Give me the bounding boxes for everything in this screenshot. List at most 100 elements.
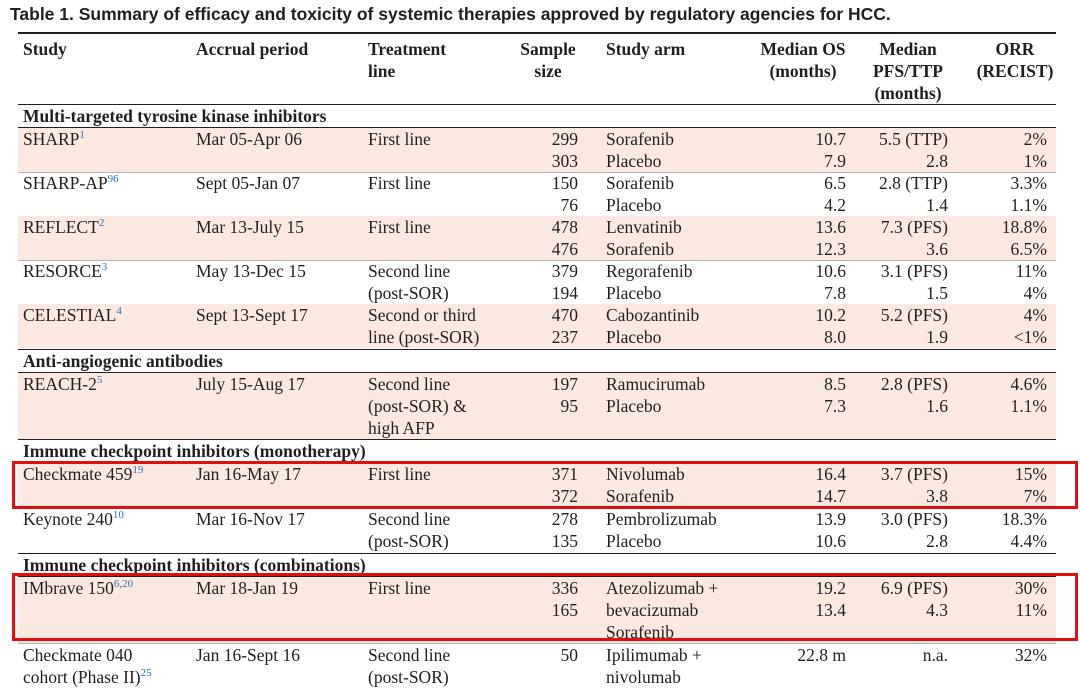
highlight-box-checkmate-459 [12,461,1078,509]
line-cell: Second line (post-SOR) [368,509,451,551]
os-cell: 10.7 7.9 [815,129,846,171]
sample-cell: 150 76 [551,173,578,215]
header-os: Median OS (months) [760,39,846,81]
reference-superscript[interactable]: 3 [101,261,108,274]
sample-cell: 278 135 [551,509,578,551]
line-cell: First line [368,217,431,237]
os-cell: 16.4 14.7 [815,464,846,506]
study-name: IMbrave 150 [23,578,114,598]
header-sample: Sample size [520,39,576,81]
line-cell: First line [368,129,431,149]
os-cell: 8.5 7.3 [824,374,846,416]
pfs-cell: 2.8 (TTP) 1.4 [878,173,948,215]
line-cell: Second line (post-SOR) [368,645,451,687]
arm-cell: Atezolizumab + bevacizumab Sorafenib [606,578,719,642]
section-rule [18,439,1056,440]
arm-cell: Lenvatinib Sorafenib [606,217,682,259]
accrual-cell: Mar 18-Jan 19 [196,578,299,598]
sample-cell: 371 372 [551,464,578,506]
accrual-cell: Mar 05-Apr 06 [196,129,302,149]
study-name: Checkmate 040 cohort (Phase II) [23,645,141,687]
accrual-cell: Jan 16-Sept 16 [196,645,301,665]
os-cell: 10.2 8.0 [815,305,846,347]
orr-cell: 4.6% 1.1% [1010,374,1047,416]
accrual-cell: July 15-Aug 17 [196,374,305,394]
study-name: Keynote 240 [23,509,113,529]
accrual-cell: Sept 05-Jan 07 [196,173,301,193]
accrual-cell: Jan 16-May 17 [196,464,301,484]
table-row: CELESTIAL4 Sept 13-Sept 17 Second or thi… [18,304,1056,348]
study-cell: Keynote 24010 [23,508,193,530]
table-row: Checkmate 45919 Jan 16-May 17 First line… [18,463,1056,507]
orr-cell: 3.3% 1.1% [1010,173,1047,215]
reference-superscript[interactable]: 6,20 [113,578,134,591]
orr-cell: 32% [1014,645,1047,665]
table-row: SHARP-AP96 Sept 05-Jan 07 First line 150… [18,172,1056,216]
reference-superscript[interactable]: 19 [132,464,144,477]
arm-cell: Ipilimumab + nivolumab [606,645,702,687]
table-row: SHARP1 Mar 05-Apr 06 First line 299 303 … [18,128,1056,172]
reference-superscript[interactable]: 10 [112,509,124,522]
section-title: Anti-angiogenic antibodies [23,351,223,371]
sample-cell: 299 303 [551,129,578,171]
table-row: REACH-25 July 15-Aug 17 Second line (pos… [18,373,1056,439]
section-rule [18,553,1056,554]
highlight-box-imbrave-150 [12,573,1078,641]
arm-cell: Ramucirumab Placebo [606,374,706,416]
header-accrual: Accrual period [196,39,309,59]
arm-cell: Sorafenib Placebo [606,173,675,215]
sample-cell: 379 194 [551,261,578,303]
table-row: IMbrave 1506,20 Mar 18-Jan 19 First line… [18,577,1056,643]
line-cell: First line [368,173,431,193]
pfs-cell: n.a. [922,645,948,665]
study-cell: SHARP1 [23,128,193,150]
study-cell: RESORCE3 [23,260,193,282]
pfs-cell: 7.3 (PFS) 3.6 [880,217,948,259]
study-name: REACH-2 [23,374,97,394]
header-arm: Study arm [606,39,686,59]
orr-cell: 2% 1% [1023,129,1047,171]
section-rule [18,372,1056,373]
study-name: RESORCE [23,261,102,281]
reference-superscript[interactable]: 25 [140,667,152,680]
section-rule [18,349,1056,350]
os-cell: 6.5 4.2 [824,173,846,215]
top-rule [18,32,1056,34]
arm-cell: Nivolumab Sorafenib [606,464,685,506]
table-row: Checkmate 040 cohort (Phase II)25 Jan 16… [18,644,1056,690]
orr-cell: 4% <1% [1013,305,1047,347]
pfs-cell: 5.2 (PFS) 1.9 [880,305,948,347]
sample-cell: 50 [560,645,579,665]
pfs-cell: 3.7 (PFS) 3.8 [880,464,948,506]
study-cell: CELESTIAL4 [23,304,193,326]
header-rule [18,104,1056,105]
table-caption: Table 1. Summary of efficacy and toxicit… [10,4,891,24]
header-pfs: Median PFS/TTP (months) [872,39,943,103]
study-cell: Checkmate 040 cohort (Phase II)25 [23,644,193,688]
pfs-cell: 6.9 (PFS) 4.3 [880,578,948,620]
pfs-cell: 5.5 (TTP) 2.8 [878,129,948,171]
study-name: CELESTIAL [23,305,117,325]
os-cell: 13.9 10.6 [815,509,846,551]
arm-cell: Pembrolizumab Placebo [606,509,717,551]
study-name: SHARP [23,129,80,149]
reference-superscript[interactable]: 2 [98,217,105,230]
header-study: Study [23,39,67,59]
section-rule [18,127,1056,128]
line-cell: Second line (post-SOR) [368,261,451,303]
accrual-cell: May 13-Dec 15 [196,261,306,281]
table-row: RESORCE3 May 13-Dec 15 Second line (post… [18,260,1056,304]
study-cell: REFLECT2 [23,216,193,238]
arm-cell: Cabozantinib Placebo [606,305,700,347]
reference-superscript[interactable]: 96 [107,173,119,186]
reference-superscript[interactable]: 4 [116,305,122,318]
pfs-cell: 3.0 (PFS) 2.8 [880,509,948,551]
line-cell: Second or third line (post-SOR) [368,305,480,347]
row-divider [18,643,1056,644]
study-name: Checkmate 459 [23,464,133,484]
reference-superscript[interactable]: 5 [96,374,103,387]
reference-superscript[interactable]: 1 [79,129,85,142]
sample-cell: 197 95 [551,374,578,416]
table-row: REFLECT2 Mar 13-July 15 First line 478 4… [18,216,1056,260]
arm-cell: Regorafenib Placebo [606,261,693,303]
